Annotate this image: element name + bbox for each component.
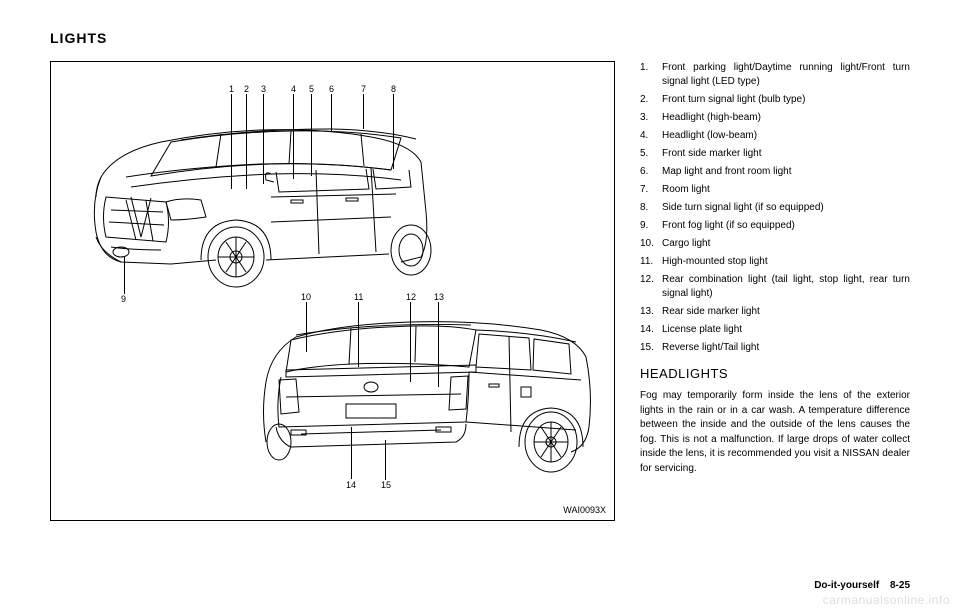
callout-7: 7 xyxy=(361,84,366,94)
legend-text: License plate light xyxy=(662,323,910,337)
legend-item: 7.Room light xyxy=(640,183,910,197)
legend-num: 11. xyxy=(640,255,662,269)
legend-text: Room light xyxy=(662,183,910,197)
legend-text: High-mounted stop light xyxy=(662,255,910,269)
legend-item: 12.Rear combination light (tail light, s… xyxy=(640,273,910,301)
legend-num: 5. xyxy=(640,147,662,161)
callout-line xyxy=(124,257,125,294)
legend-item: 3.Headlight (high-beam) xyxy=(640,111,910,125)
callout-3: 3 xyxy=(261,84,266,94)
callout-line xyxy=(363,94,364,129)
legend-item: 11.High-mounted stop light xyxy=(640,255,910,269)
legend-text: Cargo light xyxy=(662,237,910,251)
legend-text: Front turn signal light (bulb type) xyxy=(662,93,910,107)
vehicle-rear-view xyxy=(241,282,601,492)
legend-item: 4.Headlight (low-beam) xyxy=(640,129,910,143)
callout-15: 15 xyxy=(381,480,391,490)
callout-line xyxy=(410,302,411,382)
body-text: Fog may temporarily form inside the lens… xyxy=(640,389,910,476)
text-column: 1.Front parking light/Daytime running li… xyxy=(640,61,910,521)
legend-text: Rear side marker light xyxy=(662,305,910,319)
legend-item: 2.Front turn signal light (bulb type) xyxy=(640,93,910,107)
legend-text: Side turn signal light (if so equipped) xyxy=(662,201,910,215)
legend-item: 14.License plate light xyxy=(640,323,910,337)
callout-line xyxy=(311,94,312,176)
callout-6: 6 xyxy=(329,84,334,94)
callout-line xyxy=(351,427,352,479)
callout-14: 14 xyxy=(346,480,356,490)
callout-line xyxy=(358,302,359,367)
legend-text: Reverse light/Tail light xyxy=(662,341,910,355)
page-footer: Do-it-yourself 8-25 xyxy=(814,580,910,591)
callout-2: 2 xyxy=(244,84,249,94)
legend-num: 1. xyxy=(640,61,662,89)
vehicle-front-view xyxy=(71,82,441,302)
legend-text: Front parking light/Daytime running ligh… xyxy=(662,61,910,89)
callout-line xyxy=(293,94,294,179)
callout-10: 10 xyxy=(301,292,311,302)
callout-9: 9 xyxy=(121,294,126,304)
subheading-headlights: HEADLIGHTS xyxy=(640,365,910,383)
callout-13: 13 xyxy=(434,292,444,302)
legend-item: 10.Cargo light xyxy=(640,237,910,251)
legend-text: Front side marker light xyxy=(662,147,910,161)
legend-num: 14. xyxy=(640,323,662,337)
callout-line xyxy=(331,94,332,132)
legend-num: 8. xyxy=(640,201,662,215)
legend-num: 12. xyxy=(640,273,662,301)
legend-item: 1.Front parking light/Daytime running li… xyxy=(640,61,910,89)
legend-num: 7. xyxy=(640,183,662,197)
callout-8: 8 xyxy=(391,84,396,94)
legend-num: 9. xyxy=(640,219,662,233)
diagram-code: WAI0093X xyxy=(563,505,606,515)
callout-1: 1 xyxy=(229,84,234,94)
legend-text: Front fog light (if so equipped) xyxy=(662,219,910,233)
callout-4: 4 xyxy=(291,84,296,94)
footer-section: Do-it-yourself xyxy=(814,580,879,591)
vehicle-diagram: 1 2 3 4 5 6 7 8 9 xyxy=(50,61,615,521)
footer-page: 8-25 xyxy=(890,580,910,591)
callout-line xyxy=(306,302,307,352)
legend-num: 10. xyxy=(640,237,662,251)
callout-line xyxy=(231,94,232,189)
callout-line xyxy=(246,94,247,189)
legend-text: Headlight (low-beam) xyxy=(662,129,910,143)
callout-11: 11 xyxy=(354,292,363,302)
content-row: 1 2 3 4 5 6 7 8 9 xyxy=(50,61,910,521)
legend-num: 2. xyxy=(640,93,662,107)
callout-12: 12 xyxy=(406,292,416,302)
legend-num: 3. xyxy=(640,111,662,125)
legend-text: Headlight (high-beam) xyxy=(662,111,910,125)
legend-item: 9.Front fog light (if so equipped) xyxy=(640,219,910,233)
legend-list: 1.Front parking light/Daytime running li… xyxy=(640,61,910,355)
legend-num: 6. xyxy=(640,165,662,179)
watermark: carmanualsonline.info xyxy=(823,593,950,607)
legend-item: 6.Map light and front room light xyxy=(640,165,910,179)
legend-num: 4. xyxy=(640,129,662,143)
callout-5: 5 xyxy=(309,84,314,94)
legend-item: 15.Reverse light/Tail light xyxy=(640,341,910,355)
legend-num: 15. xyxy=(640,341,662,355)
callout-line xyxy=(385,440,386,480)
legend-item: 8.Side turn signal light (if so equipped… xyxy=(640,201,910,215)
legend-num: 13. xyxy=(640,305,662,319)
callout-line xyxy=(263,94,264,184)
legend-item: 13.Rear side marker light xyxy=(640,305,910,319)
callout-line xyxy=(438,302,439,387)
page-title: LIGHTS xyxy=(50,30,910,46)
legend-text: Map light and front room light xyxy=(662,165,910,179)
legend-text: Rear combination light (tail light, stop… xyxy=(662,273,910,301)
legend-item: 5.Front side marker light xyxy=(640,147,910,161)
callout-line xyxy=(393,94,394,169)
